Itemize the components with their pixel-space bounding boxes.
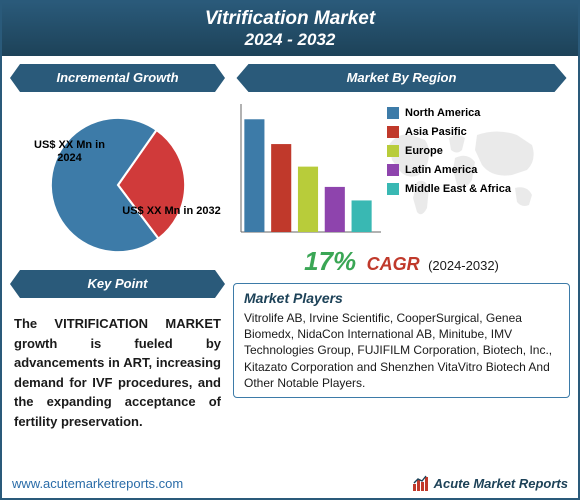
header-subtitle: 2024 - 2032 — [2, 30, 578, 50]
cagr-row: 17% CAGR (2024-2032) — [233, 246, 570, 277]
legend-label: North America — [405, 107, 480, 119]
cagr-period: (2024-2032) — [428, 258, 499, 273]
market-by-region-label: Market By Region — [233, 64, 570, 92]
legend-label: Europe — [405, 145, 443, 157]
incremental-growth-banner: Incremental Growth — [10, 64, 225, 92]
right-column: Market By Region — [233, 64, 570, 439]
legend-item: Asia Pasific — [387, 126, 570, 138]
bar-1 — [271, 144, 291, 232]
legend-color-swatch — [387, 183, 399, 195]
bar-0 — [244, 119, 264, 232]
left-column: Incremental Growth US$ XX Mn in 2024 US$… — [10, 64, 225, 439]
growth-pie-chart: US$ XX Mn in 2024 US$ XX Mn in 2032 — [48, 115, 188, 255]
legend-color-swatch — [387, 164, 399, 176]
cagr-label: CAGR — [367, 254, 420, 274]
bar-2 — [298, 167, 318, 232]
legend-label: Asia Pasific — [405, 126, 467, 138]
pie-label-2032: US$ XX Mn in 2032 — [122, 205, 222, 218]
market-by-region-banner: Market By Region — [233, 64, 570, 92]
footer: www.acutemarketreports.com Acute Market … — [2, 474, 578, 492]
cagr-value: 17% — [304, 246, 356, 276]
legend-color-swatch — [387, 107, 399, 119]
legend-item: Middle East & Africa — [387, 183, 570, 195]
market-players-box: Market Players Vitrolife AB, Irvine Scie… — [233, 283, 570, 398]
incremental-growth-label: Incremental Growth — [10, 64, 225, 92]
key-point-label: Key Point — [10, 270, 225, 298]
key-point-text: The VITRIFICATION MARKET growth is fuele… — [10, 306, 225, 439]
header-title: Vitrification Market — [2, 8, 578, 30]
legend-label: Middle East & Africa — [405, 183, 511, 195]
region-legend: North America Asia Pasific Europe Latin Ame… — [387, 107, 570, 195]
logo-chart-icon — [412, 474, 430, 492]
legend-color-swatch — [387, 126, 399, 138]
bar-4 — [352, 200, 372, 232]
pie-label-2024: US$ XX Mn in 2024 — [30, 139, 110, 165]
legend-color-swatch — [387, 145, 399, 157]
pie-chart-container: US$ XX Mn in 2024 US$ XX Mn in 2032 — [10, 100, 225, 270]
legend-label: Latin America — [405, 164, 477, 176]
legend-item: North America — [387, 107, 570, 119]
region-bar-chart — [233, 100, 383, 240]
report-container: Vitrification Market 2024 - 2032 Increme… — [0, 0, 580, 500]
footer-logo: Acute Market Reports — [412, 474, 568, 492]
footer-logo-text: Acute Market Reports — [434, 476, 568, 491]
market-players-title: Market Players — [244, 290, 559, 306]
bar-3 — [325, 187, 345, 232]
footer-url[interactable]: www.acutemarketreports.com — [12, 476, 183, 491]
map-legend-area: North America Asia Pasific Europe Latin Ame… — [387, 100, 570, 240]
content-area: Incremental Growth US$ XX Mn in 2024 US$… — [2, 56, 578, 447]
legend-item: Latin America — [387, 164, 570, 176]
legend-item: Europe — [387, 145, 570, 157]
header: Vitrification Market 2024 - 2032 — [2, 2, 578, 56]
key-point-banner: Key Point — [10, 270, 225, 298]
market-players-text: Vitrolife AB, Irvine Scientific, CooperS… — [244, 310, 559, 391]
region-section: North America Asia Pasific Europe Latin Ame… — [233, 100, 570, 240]
